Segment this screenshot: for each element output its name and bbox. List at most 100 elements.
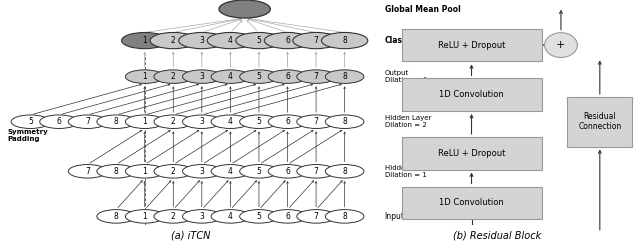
Text: 3: 3 [200, 72, 204, 81]
Ellipse shape [268, 165, 307, 178]
Text: 6: 6 [56, 117, 61, 126]
Text: 6: 6 [285, 72, 290, 81]
Ellipse shape [40, 115, 78, 128]
Text: 8: 8 [342, 72, 347, 81]
Ellipse shape [297, 70, 335, 83]
Ellipse shape [268, 210, 307, 223]
Ellipse shape [239, 70, 278, 83]
Text: 7: 7 [314, 167, 319, 176]
Text: 8: 8 [114, 212, 118, 221]
Text: 6: 6 [285, 36, 290, 45]
Text: 3: 3 [200, 36, 204, 45]
Ellipse shape [236, 32, 282, 49]
Ellipse shape [211, 115, 250, 128]
Text: 8: 8 [114, 117, 118, 126]
Text: 6: 6 [285, 212, 290, 221]
Text: 1: 1 [142, 72, 147, 81]
Text: 7: 7 [85, 117, 90, 126]
Ellipse shape [293, 32, 339, 49]
Ellipse shape [297, 115, 335, 128]
Text: 7: 7 [314, 36, 319, 45]
Text: 8: 8 [342, 167, 347, 176]
Ellipse shape [545, 33, 577, 58]
Text: 1: 1 [142, 117, 147, 126]
Text: 1D Convolution: 1D Convolution [439, 198, 504, 207]
Ellipse shape [211, 70, 250, 83]
Ellipse shape [154, 115, 193, 128]
Text: (b) Residual Block: (b) Residual Block [453, 230, 541, 240]
Text: 2: 2 [171, 72, 175, 81]
Text: 2: 2 [171, 212, 175, 221]
Ellipse shape [211, 165, 250, 178]
Ellipse shape [297, 165, 335, 178]
Ellipse shape [325, 165, 364, 178]
Text: 5: 5 [28, 117, 33, 126]
Text: Classification: Classification [385, 36, 443, 45]
Text: Symmetry
Padding: Symmetry Padding [8, 129, 49, 142]
Ellipse shape [68, 115, 107, 128]
Ellipse shape [182, 70, 221, 83]
Ellipse shape [182, 165, 221, 178]
Text: 5: 5 [257, 167, 261, 176]
Text: 7: 7 [85, 167, 90, 176]
FancyBboxPatch shape [568, 97, 632, 147]
Text: 7: 7 [314, 212, 319, 221]
Text: ReLU + Dropout: ReLU + Dropout [438, 41, 505, 49]
Text: 1D Convolution: 1D Convolution [439, 90, 504, 99]
Ellipse shape [325, 210, 364, 223]
Text: Residual
Connection: Residual Connection [578, 112, 621, 131]
Text: Output
Dilation = 4: Output Dilation = 4 [385, 70, 426, 83]
Ellipse shape [268, 115, 307, 128]
Ellipse shape [179, 32, 225, 49]
Text: 2: 2 [171, 117, 175, 126]
Text: Hidden Layer
Dilation = 1: Hidden Layer Dilation = 1 [385, 165, 431, 178]
Ellipse shape [11, 115, 50, 128]
FancyBboxPatch shape [401, 137, 541, 170]
Text: 4: 4 [228, 167, 233, 176]
Ellipse shape [219, 0, 270, 18]
Ellipse shape [97, 115, 136, 128]
Text: 1: 1 [142, 36, 147, 45]
Ellipse shape [154, 70, 193, 83]
Text: 8: 8 [114, 167, 118, 176]
Ellipse shape [150, 32, 196, 49]
Ellipse shape [239, 165, 278, 178]
Text: 7: 7 [314, 117, 319, 126]
FancyBboxPatch shape [401, 78, 541, 111]
Ellipse shape [125, 70, 164, 83]
Ellipse shape [122, 32, 168, 49]
Ellipse shape [154, 210, 193, 223]
Text: 3: 3 [200, 117, 204, 126]
Text: 4: 4 [228, 212, 233, 221]
Text: 3: 3 [200, 167, 204, 176]
Ellipse shape [125, 210, 164, 223]
FancyBboxPatch shape [401, 29, 541, 61]
Text: 6: 6 [285, 117, 290, 126]
Ellipse shape [321, 32, 368, 49]
Text: 5: 5 [257, 212, 261, 221]
Ellipse shape [268, 70, 307, 83]
Ellipse shape [297, 210, 335, 223]
Text: 4: 4 [228, 72, 233, 81]
Ellipse shape [182, 210, 221, 223]
FancyBboxPatch shape [401, 186, 541, 219]
Ellipse shape [264, 32, 310, 49]
Ellipse shape [325, 115, 364, 128]
Ellipse shape [97, 210, 136, 223]
Text: 6: 6 [285, 167, 290, 176]
Text: 8: 8 [342, 36, 347, 45]
Text: 5: 5 [257, 36, 261, 45]
Text: Input: Input [385, 212, 404, 221]
Ellipse shape [211, 210, 250, 223]
Ellipse shape [125, 115, 164, 128]
Text: 2: 2 [171, 36, 175, 45]
Ellipse shape [68, 165, 107, 178]
Ellipse shape [239, 210, 278, 223]
Text: 4: 4 [228, 117, 233, 126]
Text: 3: 3 [200, 212, 204, 221]
Text: 8: 8 [342, 117, 347, 126]
Ellipse shape [182, 115, 221, 128]
Text: 4: 4 [228, 36, 233, 45]
Text: (a) iTCN: (a) iTCN [171, 230, 210, 240]
Text: +: + [556, 40, 566, 50]
